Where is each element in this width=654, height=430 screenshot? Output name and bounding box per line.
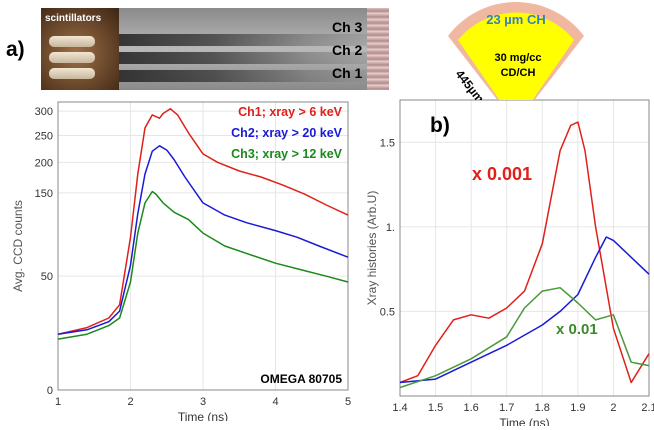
series-line-2 [399, 236, 650, 384]
series-line-1 [399, 121, 650, 384]
x-tick-label: 3 [200, 396, 206, 408]
fill-label-line2: CD/CH [501, 67, 536, 79]
shell-label: 23 µm CH [486, 12, 546, 27]
x-tick-label: 1.7 [499, 402, 514, 414]
channel-label: Ch 1 [332, 65, 363, 81]
series-line-3 [399, 286, 650, 389]
legend-entry: Ch3; xray > 12 keV [231, 147, 342, 161]
x-tick-label: 1.8 [535, 402, 550, 414]
y-axis-label: Avg. CCD counts [11, 200, 25, 292]
series-line-2 [57, 145, 349, 335]
ccd-strip [119, 52, 389, 64]
y-axis-label: Xray histories (Arb.U) [365, 191, 379, 306]
chart-b: 1.4 1.5 1.6 1.7 1.8 1.9 2 2.1 0.5 1. 1.5 Time (ns) X… [365, 99, 654, 426]
target-fill [458, 12, 574, 100]
run-annotation: OMEGA 80705 [260, 372, 342, 386]
x-tick-label: 1.4 [392, 402, 407, 414]
scale-annotation: x 0.01 [556, 321, 598, 338]
x-tick-label: 4 [272, 396, 278, 408]
y-tick-label: 50 [41, 271, 53, 283]
plot-frame [57, 101, 349, 391]
y-tick-label: 200 [35, 157, 53, 169]
plot-frame [399, 99, 650, 397]
series-line-3 [57, 190, 349, 340]
x-tick-label: 5 [345, 396, 351, 408]
y-tick-label: 250 [35, 130, 53, 142]
y-tick-label: 300 [35, 106, 53, 118]
legend-entry: Ch1; xray > 6 keV [238, 105, 343, 119]
holder-label: scintillators [45, 13, 102, 24]
frame-edge [367, 8, 389, 90]
panel-b-label: b) [430, 114, 450, 137]
x-tick-label: 1 [55, 396, 61, 408]
channel-label: Ch 2 [332, 42, 363, 58]
ccd-strip [119, 70, 389, 82]
panel-a-label: a) [6, 38, 25, 61]
scintillator-plate [49, 52, 95, 63]
x-tick-label: 2 [610, 402, 616, 414]
ccd-strip [119, 34, 389, 46]
y-tick-label: 1.5 [380, 137, 395, 149]
x-tick-label: 2.1 [641, 402, 654, 414]
x-tick-label: 1.9 [570, 402, 585, 414]
scintillator-plate [49, 36, 95, 47]
channel-label: Ch 3 [332, 19, 363, 35]
y-tick-label: 1. [386, 222, 395, 234]
x-tick-label: 2 [127, 396, 133, 408]
y-tick-label: 150 [35, 188, 53, 200]
x-tick-label: 1.5 [428, 402, 443, 414]
legend-entry: Ch2; xray > 20 keV [231, 126, 342, 140]
x-tick-label: 1.6 [463, 402, 478, 414]
y-tick-label: 0 [47, 385, 53, 397]
target-diagram: 23 µm CH 30 mg/cc CD/CH 445µm [448, 2, 584, 100]
scintillator-plate [49, 68, 95, 79]
scintillator-photo: scintillators Ch 3 Ch 2 Ch 1 [41, 8, 389, 90]
y-tick-label: 0.5 [380, 306, 395, 318]
series-line-1 [57, 108, 349, 335]
x-axis-label: Time (ns) [178, 410, 228, 421]
scale-annotation: x 0.001 [472, 164, 532, 184]
fill-label-line1: 30 mg/cc [494, 52, 541, 64]
x-axis-label: Time (ns) [499, 416, 549, 426]
